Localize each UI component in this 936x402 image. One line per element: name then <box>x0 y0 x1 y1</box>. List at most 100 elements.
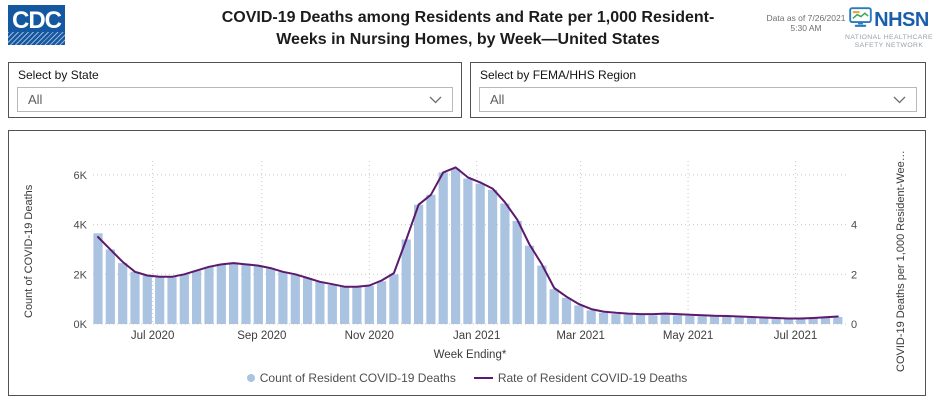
count-bar[interactable] <box>155 277 165 324</box>
count-bar[interactable] <box>759 318 769 324</box>
count-bar[interactable] <box>611 314 621 324</box>
count-bar[interactable] <box>512 220 522 324</box>
x-axis-tick: Sep 2020 <box>237 330 286 342</box>
count-bar[interactable] <box>783 319 794 324</box>
count-bar[interactable] <box>500 203 510 325</box>
count-bar[interactable] <box>118 263 128 324</box>
state-filter-card: Select by State All <box>8 62 462 118</box>
state-filter-value: All <box>28 92 43 107</box>
count-bar[interactable] <box>253 265 263 324</box>
count-bar[interactable] <box>660 314 670 324</box>
legend-item-rate[interactable]: Rate of Resident COVID-19 Deaths <box>473 371 687 385</box>
count-bar[interactable] <box>303 278 313 324</box>
chart-legend: Count of Resident COVID-19 Deaths Rate o… <box>9 371 925 385</box>
count-bar[interactable] <box>315 281 325 324</box>
count-bar[interactable] <box>377 281 387 324</box>
y-axis-tick-left: 0K <box>74 319 88 331</box>
count-bar[interactable] <box>672 315 683 324</box>
count-bar[interactable] <box>327 285 337 324</box>
count-bar[interactable] <box>746 317 757 324</box>
count-bar[interactable] <box>524 245 535 324</box>
count-bar[interactable] <box>438 172 448 324</box>
nhsn-subtitle-line2: SAFETY NETWORK <box>854 41 924 49</box>
count-bar[interactable] <box>426 194 436 324</box>
x-axis-tick: Jul 2020 <box>131 330 174 342</box>
count-bar[interactable] <box>290 274 300 324</box>
count-bar[interactable] <box>463 178 473 324</box>
count-bar[interactable] <box>820 317 831 324</box>
nhsn-subtitle-line1: NATIONAL HEALTHCARE <box>845 34 933 41</box>
count-bar[interactable] <box>389 274 399 324</box>
cdc-logo: CDC <box>8 5 65 45</box>
count-bar[interactable] <box>241 263 251 324</box>
x-axis-tick: Mar 2021 <box>556 330 605 342</box>
count-bar[interactable] <box>561 297 572 324</box>
count-bar[interactable] <box>105 249 115 324</box>
chevron-down-icon[interactable] <box>893 91 906 109</box>
cdc-logo-hatch <box>8 32 65 45</box>
chevron-down-icon[interactable] <box>429 91 442 109</box>
count-bar[interactable] <box>734 317 744 324</box>
y-axis-tick-right: 4 <box>851 220 857 232</box>
state-filter-label: Select by State <box>18 68 99 82</box>
count-bar[interactable] <box>93 233 103 324</box>
count-bar[interactable] <box>414 204 424 324</box>
count-bar[interactable] <box>229 262 239 324</box>
legend-label-count: Count of Resident COVID-19 Deaths <box>259 371 456 385</box>
count-bar[interactable] <box>586 310 596 324</box>
count-bar[interactable] <box>685 315 695 324</box>
nhsn-logo: NHSN NATIONAL HEALTHCARE SAFETY NETWORK <box>845 7 933 49</box>
count-bar[interactable] <box>598 312 609 324</box>
count-bar[interactable] <box>574 305 584 324</box>
count-bar[interactable] <box>266 268 276 324</box>
cdc-logo-text: CDC <box>12 7 62 34</box>
x-axis-tick: Jul 2021 <box>774 330 817 342</box>
count-bar[interactable] <box>364 285 374 324</box>
count-bar[interactable] <box>278 271 288 324</box>
count-bar[interactable] <box>451 168 461 324</box>
nhsn-monitor-icon <box>849 7 872 33</box>
count-bar[interactable] <box>796 319 806 324</box>
count-bar[interactable] <box>808 318 818 325</box>
rate-line[interactable] <box>97 166 839 320</box>
count-bar[interactable] <box>401 239 411 325</box>
count-bar[interactable] <box>204 266 214 324</box>
x-axis-tick: Jan 2021 <box>453 330 500 342</box>
count-bar[interactable] <box>488 189 498 324</box>
y-axis-tick-left: 2K <box>74 269 88 281</box>
count-bar[interactable] <box>192 270 202 324</box>
count-bar[interactable] <box>340 286 350 324</box>
count-bar[interactable] <box>216 263 226 324</box>
count-bar[interactable] <box>623 314 633 324</box>
count-bar[interactable] <box>833 317 843 324</box>
state-filter-dropdown[interactable]: All <box>17 87 453 112</box>
count-bar[interactable] <box>142 275 152 325</box>
count-bar[interactable] <box>771 318 781 324</box>
count-bar[interactable] <box>179 274 189 324</box>
nhsn-subtitle: NATIONAL HEALTHCARE SAFETY NETWORK <box>845 34 933 49</box>
legend-item-count[interactable]: Count of Resident COVID-19 Deaths <box>246 371 456 385</box>
count-bar[interactable] <box>635 315 646 324</box>
data-as-of: Data as of 7/26/2021 5:30 AM <box>760 13 852 33</box>
page-title: COVID-19 Deaths among Residents and Rate… <box>168 7 768 51</box>
chart-card: 0K 2K 4K 6K 0 2 4 Jul 2020 Sep 2020 Nov 2020 Jan 2… <box>8 130 926 396</box>
y-axis-tick-right: 0 <box>851 319 857 331</box>
region-filter-dropdown[interactable]: All <box>479 87 917 112</box>
count-bar[interactable] <box>549 289 559 324</box>
count-bar[interactable] <box>537 265 547 324</box>
left-axis-title: Count of COVID-19 Deaths <box>23 184 35 318</box>
page-title-line2: Weeks in Nursing Homes, by Week—United S… <box>276 31 660 48</box>
x-axis-title: Week Ending* <box>433 349 507 361</box>
count-bar[interactable] <box>648 315 658 324</box>
count-bar[interactable] <box>167 276 177 324</box>
count-bar[interactable] <box>722 316 732 324</box>
nhsn-acronym: NHSN <box>874 8 929 31</box>
count-bar[interactable] <box>475 183 485 324</box>
count-bar[interactable] <box>697 316 707 324</box>
count-bar[interactable] <box>130 271 140 324</box>
right-axis-title: COVID-19 Deaths per 1,000 Resident-Wee… <box>895 150 907 372</box>
x-axis-tick: Nov 2020 <box>345 330 394 342</box>
count-bar[interactable] <box>709 316 720 325</box>
count-bar[interactable] <box>352 287 362 324</box>
region-filter-card: Select by FEMA/HHS Region All <box>470 62 926 118</box>
